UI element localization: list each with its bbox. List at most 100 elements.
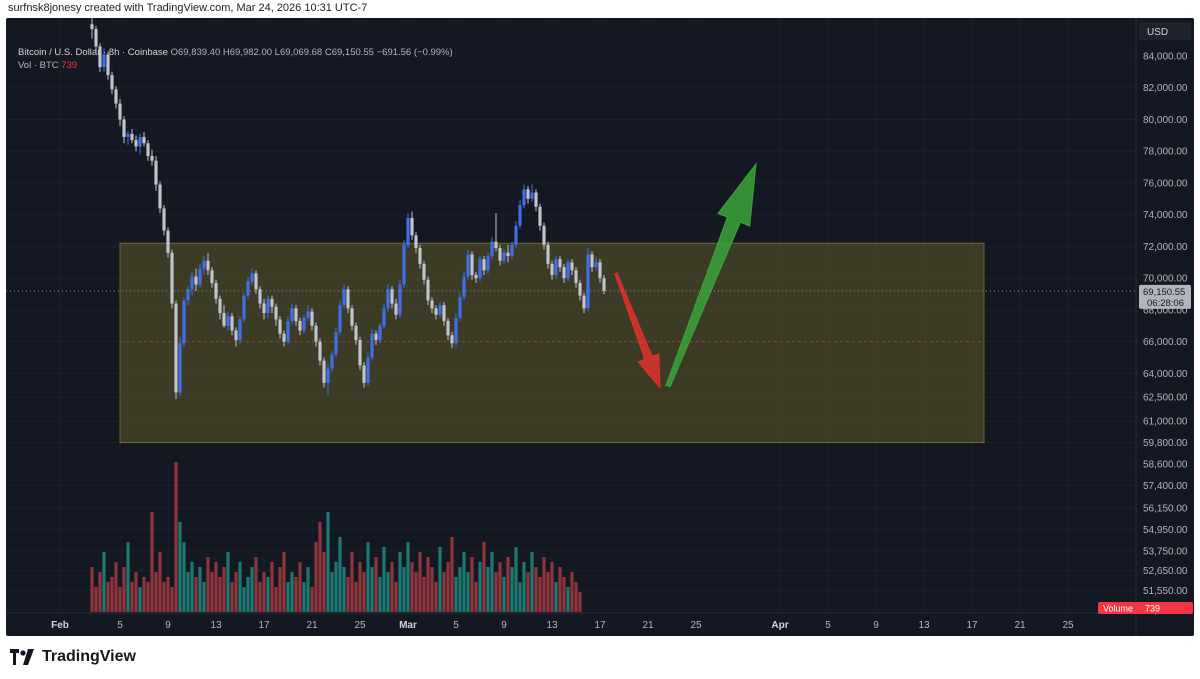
volume-bar bbox=[358, 562, 362, 612]
candle-body bbox=[214, 282, 218, 299]
currency-badge[interactable] bbox=[1139, 22, 1191, 40]
volume-bar bbox=[326, 512, 330, 612]
x-tick-label: Mar bbox=[399, 620, 417, 631]
volume-bar bbox=[374, 557, 378, 612]
volume-bar bbox=[310, 587, 314, 612]
volume-bar bbox=[322, 552, 326, 612]
candle-body bbox=[286, 321, 290, 342]
candle-body bbox=[494, 241, 498, 249]
x-tick-label: 5 bbox=[825, 620, 831, 631]
down-arrow[interactable] bbox=[614, 272, 661, 390]
candle-body bbox=[170, 252, 174, 304]
candle-body bbox=[150, 155, 154, 161]
candle bbox=[386, 284, 390, 312]
candle bbox=[458, 292, 462, 322]
candle bbox=[506, 244, 510, 263]
candle bbox=[306, 305, 310, 322]
candle-body bbox=[582, 295, 586, 309]
volume-bar bbox=[318, 522, 322, 612]
candle bbox=[574, 267, 578, 288]
candle bbox=[242, 292, 246, 323]
volume-bar bbox=[458, 567, 462, 612]
volume-bar bbox=[126, 542, 130, 612]
volume-bar bbox=[478, 562, 482, 612]
candle-body bbox=[250, 273, 254, 282]
candle-body bbox=[406, 217, 410, 245]
tradingview-logo[interactable]: TradingView bbox=[10, 648, 136, 666]
y-tick-label: 82,000.00 bbox=[1143, 83, 1188, 94]
candle bbox=[302, 314, 306, 334]
candle-body bbox=[222, 313, 226, 326]
candle-body bbox=[298, 321, 302, 331]
candle bbox=[290, 303, 294, 325]
candle bbox=[274, 303, 278, 326]
candle bbox=[430, 297, 434, 314]
candle-body bbox=[518, 205, 522, 226]
candle bbox=[110, 71, 114, 95]
volume-bar bbox=[302, 582, 306, 612]
up-arrow[interactable] bbox=[665, 162, 757, 388]
candle-body bbox=[594, 262, 598, 268]
volume-bar bbox=[354, 582, 358, 612]
volume-bar bbox=[346, 577, 350, 612]
volume-bar bbox=[122, 567, 126, 612]
volume-bar bbox=[306, 567, 310, 612]
volume-bar bbox=[266, 577, 270, 612]
volume-bar bbox=[262, 572, 266, 612]
candle-body bbox=[450, 335, 454, 344]
candle bbox=[466, 249, 470, 280]
volume-bar bbox=[110, 577, 114, 612]
price-chart[interactable]: USD 84,000.00 82,000.00 80,000.00 78,000.00… bbox=[6, 18, 1194, 636]
candle-body bbox=[466, 254, 470, 277]
candle bbox=[314, 322, 318, 347]
chart-panel[interactable]: Bitcoin / U.S. Dollar · 8h · Coinbase O6… bbox=[6, 18, 1194, 636]
candle bbox=[222, 305, 226, 328]
candle-body bbox=[114, 89, 118, 104]
x-tick-label: 17 bbox=[966, 620, 978, 631]
volume-bar bbox=[298, 562, 302, 612]
x-tick-label: 25 bbox=[354, 620, 366, 631]
volume-bar bbox=[386, 572, 390, 612]
volume-bar bbox=[542, 557, 546, 612]
range-box-rect[interactable] bbox=[119, 242, 985, 443]
candle-body bbox=[390, 289, 394, 304]
candle-body bbox=[146, 143, 150, 156]
tradingview-wordmark: TradingView bbox=[42, 648, 136, 665]
candle bbox=[402, 240, 406, 288]
candle-body bbox=[398, 284, 402, 315]
candle-body bbox=[490, 241, 494, 256]
candle bbox=[298, 317, 302, 336]
candle bbox=[570, 259, 574, 275]
volume-bar bbox=[282, 552, 286, 612]
candle bbox=[546, 241, 550, 269]
price-axis[interactable]: USD 84,000.00 82,000.00 80,000.00 78,000.00… bbox=[1135, 18, 1194, 636]
volume-bar bbox=[550, 562, 554, 612]
volume-bar bbox=[154, 572, 158, 612]
candle bbox=[382, 303, 386, 329]
volume-bar bbox=[246, 577, 250, 612]
candle bbox=[486, 252, 490, 274]
candle-body bbox=[182, 300, 186, 344]
candle bbox=[502, 249, 506, 264]
volume-bar bbox=[350, 552, 354, 612]
volume-bar bbox=[186, 572, 190, 612]
candle bbox=[498, 244, 502, 266]
x-tick-label: 9 bbox=[501, 620, 507, 631]
candle-body bbox=[358, 340, 362, 366]
candle bbox=[538, 203, 542, 231]
candle bbox=[354, 322, 358, 345]
candle-body bbox=[354, 325, 358, 341]
volume-bar bbox=[150, 512, 154, 612]
y-tick-label: 57,400.00 bbox=[1143, 481, 1188, 492]
time-axis[interactable]: 25Feb5913172125Mar5913172125Apr591317212… bbox=[6, 612, 1136, 631]
volume-bar bbox=[254, 557, 258, 612]
volume-bar bbox=[430, 567, 434, 612]
volume-bar bbox=[382, 547, 386, 612]
candle-body bbox=[590, 254, 594, 268]
candle bbox=[98, 43, 102, 72]
candle bbox=[234, 327, 238, 347]
volume-bar bbox=[398, 552, 402, 612]
candle-body bbox=[330, 354, 334, 369]
candle-body bbox=[118, 103, 122, 120]
candle bbox=[366, 352, 370, 387]
